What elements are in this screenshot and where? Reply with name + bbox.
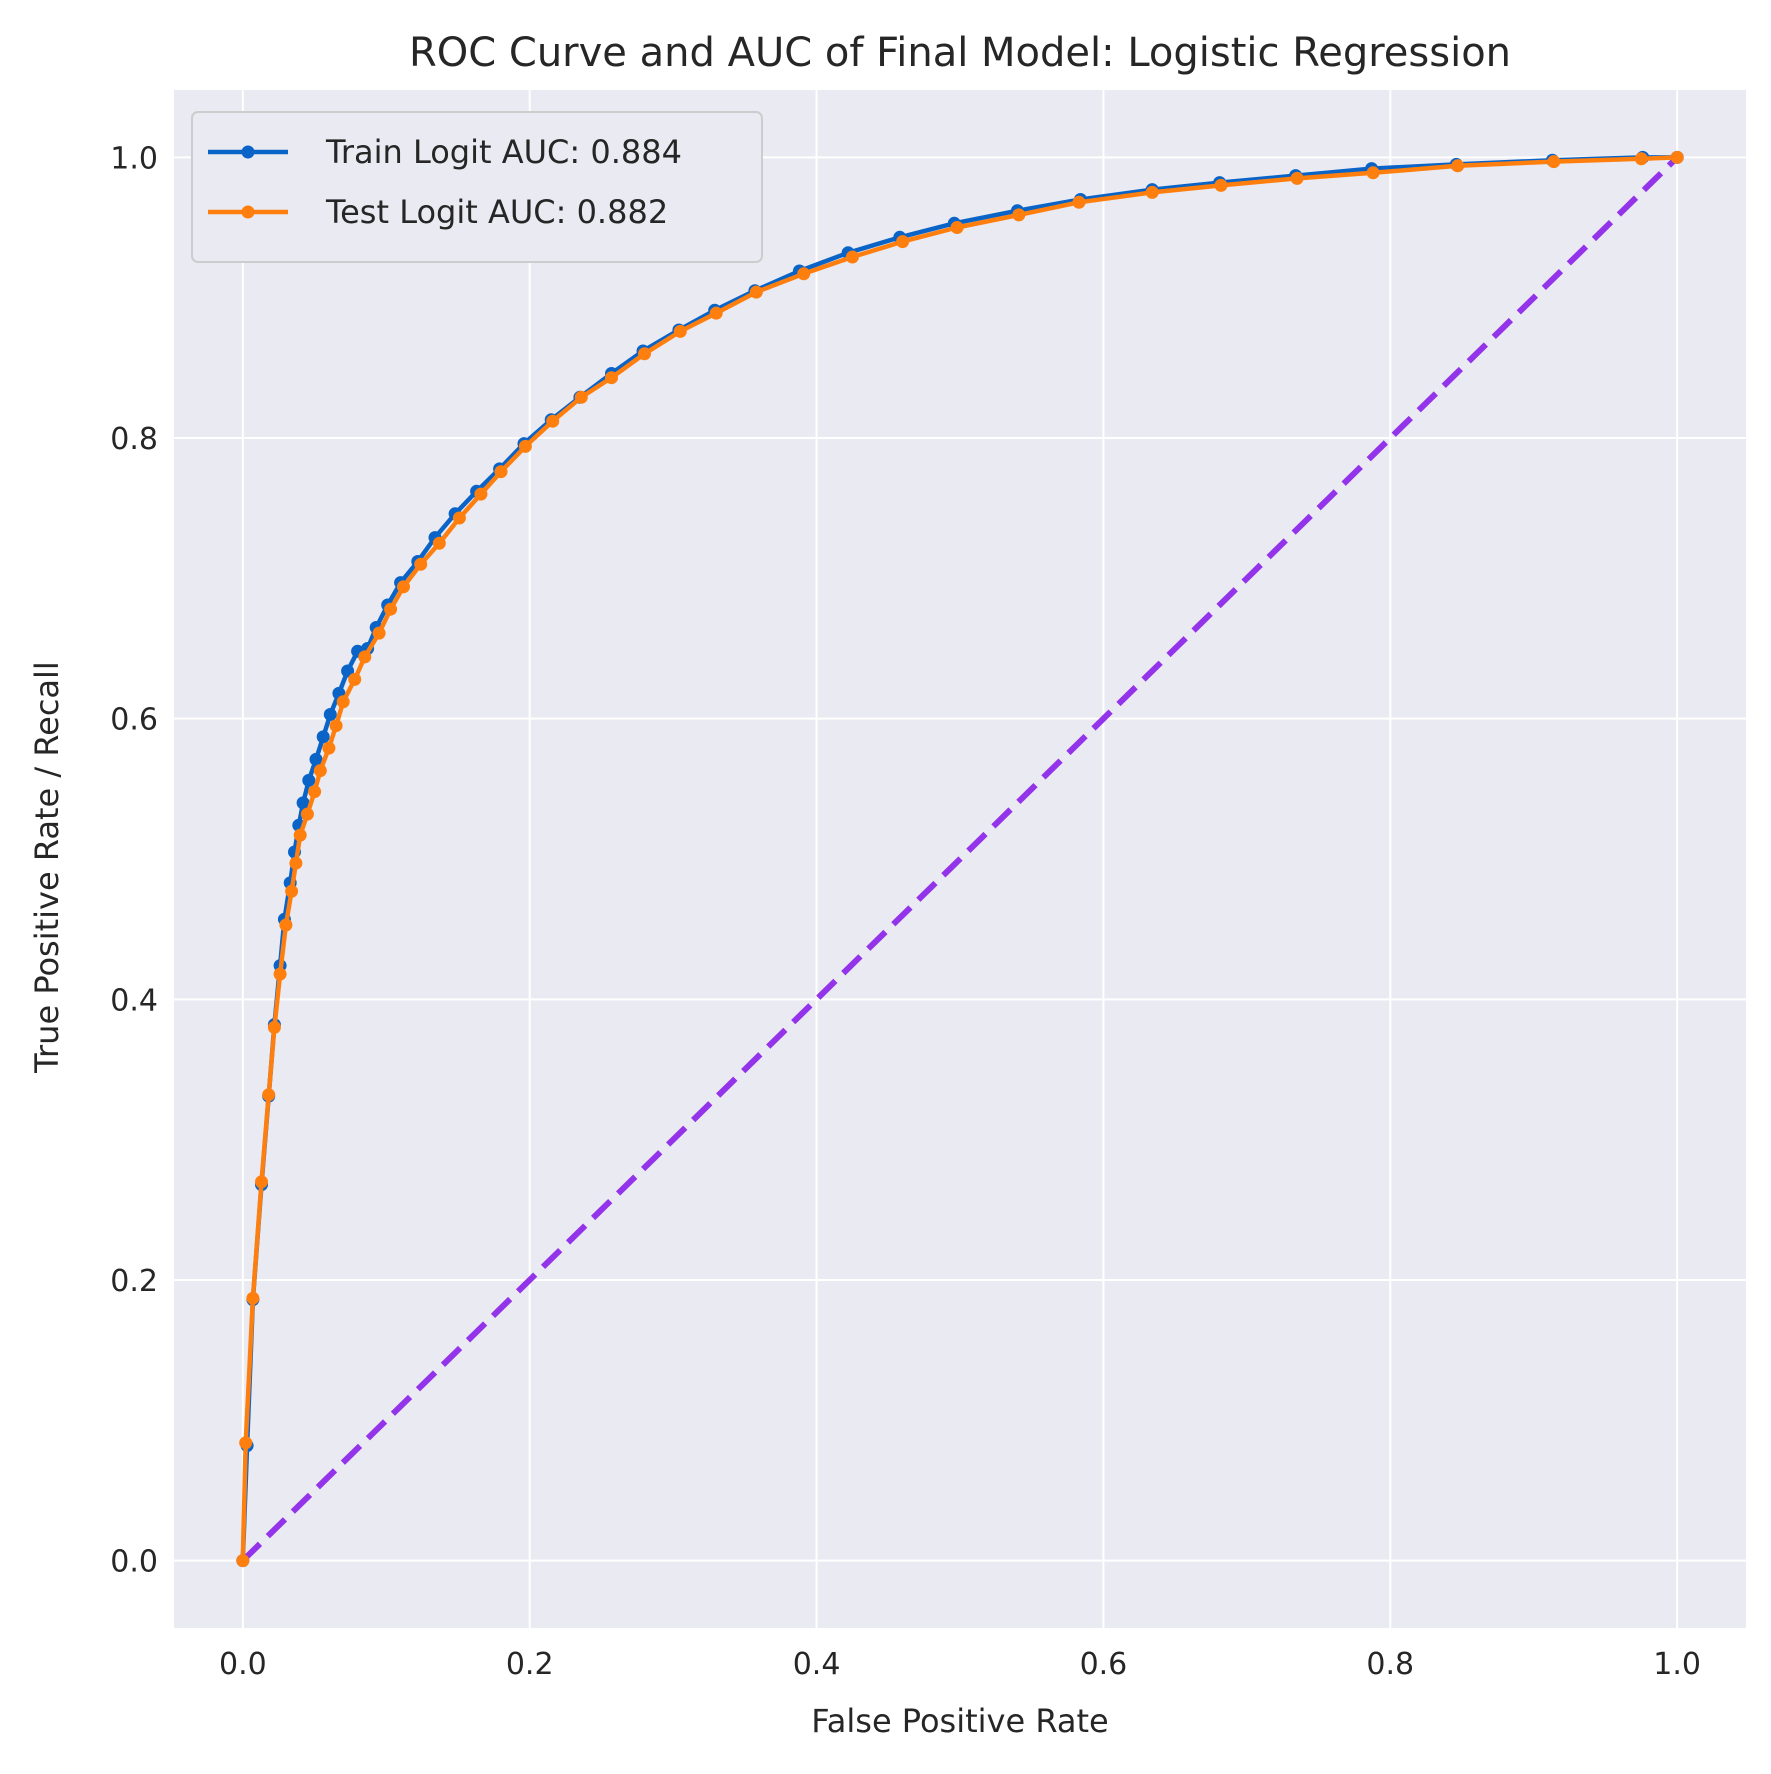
data-point (950, 221, 964, 234)
data-point (397, 580, 410, 594)
data-point (262, 1088, 276, 1102)
y-tick-label: 0.6 (110, 703, 158, 738)
data-point (845, 250, 859, 264)
data-point (302, 773, 316, 787)
x-axis-label: False Positive Rate (811, 1702, 1108, 1740)
data-point (494, 465, 508, 479)
data-point (322, 741, 336, 755)
data-point (797, 267, 811, 281)
data-point (316, 730, 330, 744)
data-point (546, 414, 560, 428)
data-point (273, 967, 287, 981)
data-point (1366, 166, 1380, 180)
data-point (1214, 178, 1228, 192)
data-point (308, 785, 322, 799)
data-point (300, 807, 314, 821)
data-point (296, 796, 310, 810)
data-point (329, 719, 343, 733)
data-point (267, 1020, 281, 1034)
data-point (293, 828, 307, 842)
legend: Train Logit AUC: 0.884 Test Logit AUC: 0.… (191, 111, 763, 263)
data-point (673, 324, 687, 338)
x-tick-label: 0.6 (1080, 1647, 1128, 1682)
series-1 (236, 150, 1684, 1568)
data-point (239, 1436, 253, 1450)
data-point (638, 347, 651, 361)
legend-box (191, 111, 763, 263)
data-point (709, 306, 723, 320)
data-point (372, 626, 386, 640)
data-point (1451, 159, 1465, 173)
x-tick-label: 1.0 (1653, 1647, 1701, 1682)
data-point (452, 511, 466, 525)
legend-marker (241, 205, 255, 219)
data-point (313, 764, 327, 778)
legend-marker (241, 145, 255, 159)
data-point (1634, 152, 1648, 166)
data-point (246, 1291, 260, 1305)
legend-label: Test Logit AUC: 0.882 (325, 193, 668, 231)
y-tick-label: 0.8 (110, 422, 158, 457)
data-point (348, 672, 362, 686)
y-axis-label: True Positive Rate / Recall (28, 661, 66, 1074)
data-point (1145, 185, 1159, 199)
data-point (896, 235, 910, 249)
data-point (1290, 171, 1304, 185)
data-point (474, 487, 488, 501)
data-point (336, 695, 350, 709)
chart-title: ROC Curve and AUC of Final Model: Logist… (409, 30, 1511, 76)
y-tick-label: 0.2 (110, 1264, 158, 1299)
x-tick-label: 0.0 (219, 1647, 267, 1682)
y-tick-label: 0.4 (110, 983, 158, 1018)
x-tick-label: 0.2 (506, 1647, 554, 1682)
data-point (432, 536, 446, 550)
data-point (358, 650, 372, 664)
y-axis-ticks: 0.0 0.2 0.4 0.6 0.8 1.0 (110, 141, 158, 1579)
data-point (279, 918, 293, 932)
grid (174, 90, 1746, 1628)
data-point (518, 439, 532, 453)
data-point (236, 1554, 250, 1568)
x-tick-label: 0.4 (793, 1647, 841, 1682)
series-layer (236, 150, 1684, 1568)
legend-label: Train Logit AUC: 0.884 (325, 133, 682, 171)
x-axis-ticks: 0.0 0.2 0.4 0.6 0.8 1.0 (219, 1647, 1701, 1682)
data-point (255, 1175, 268, 1189)
data-point (1072, 195, 1086, 209)
data-point (323, 708, 337, 721)
data-point (605, 371, 618, 385)
x-tick-label: 0.8 (1366, 1647, 1414, 1682)
data-point (749, 285, 763, 299)
data-point (309, 752, 323, 766)
y-tick-label: 0.0 (110, 1545, 158, 1580)
data-point (1547, 155, 1561, 169)
series-2 (240, 155, 1680, 1563)
data-point (384, 602, 398, 616)
data-point (414, 557, 428, 571)
data-point (289, 856, 303, 870)
data-point (1670, 150, 1684, 164)
data-point (574, 390, 588, 404)
data-point (285, 884, 299, 898)
data-point (1012, 208, 1026, 222)
diagonal-reference-line (240, 155, 1680, 1563)
y-tick-label: 1.0 (110, 141, 158, 176)
